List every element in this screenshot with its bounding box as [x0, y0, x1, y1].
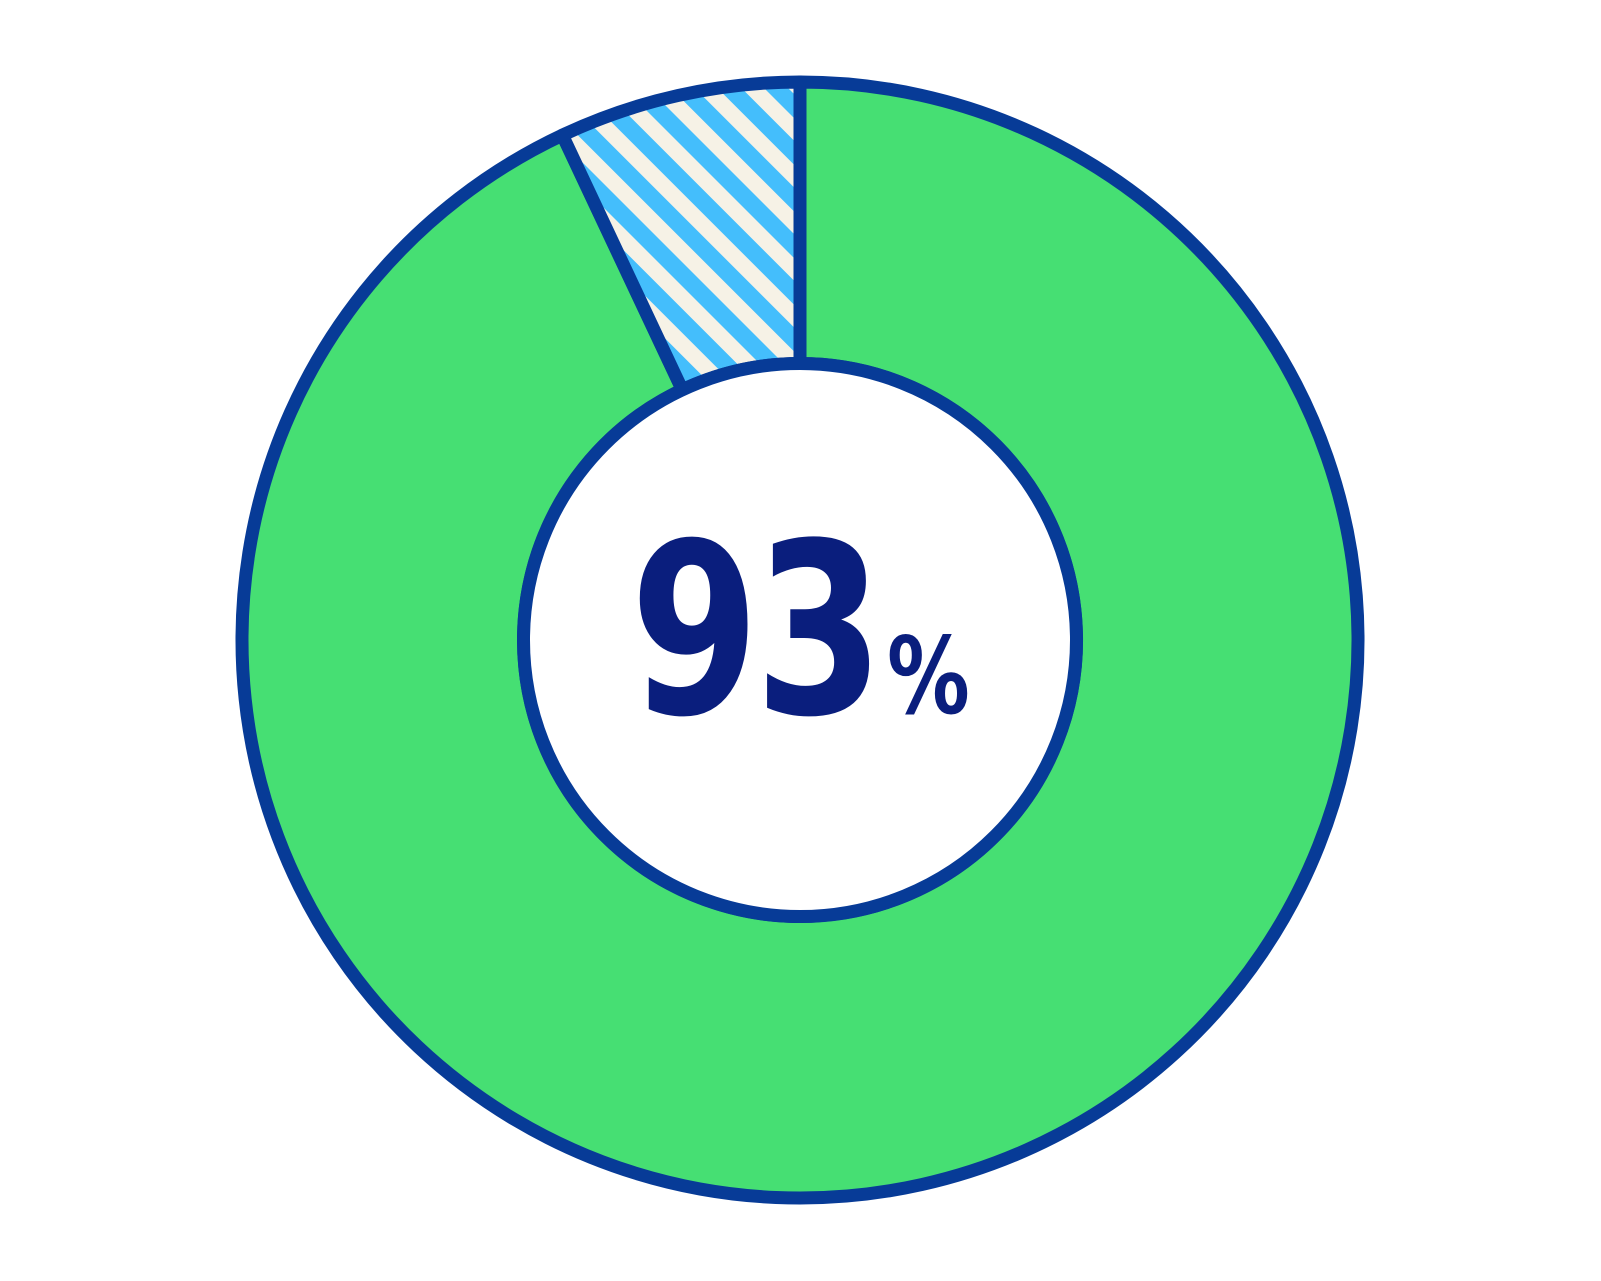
percent-sign: % — [886, 615, 970, 738]
donut-hole — [517, 357, 1083, 923]
percentage-value: 93 — [630, 493, 884, 770]
center-percentage-label: 93 % — [630, 513, 970, 751]
